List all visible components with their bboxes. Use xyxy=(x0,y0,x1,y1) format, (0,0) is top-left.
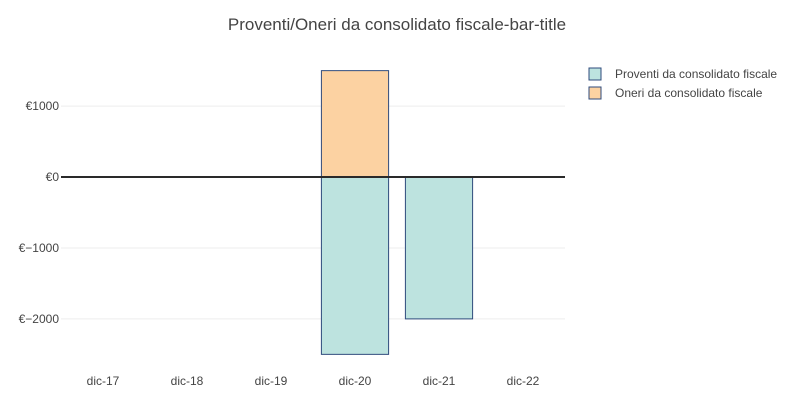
x-tick-label: dic-21 xyxy=(423,374,456,388)
legend-swatch xyxy=(588,67,602,81)
bar-0-4[interactable] xyxy=(404,176,474,320)
legend-item[interactable]: Oneri da consolidato fiscale xyxy=(588,86,763,100)
y-tick-label: €0 xyxy=(46,170,60,184)
x-tick-label: dic-18 xyxy=(171,374,204,388)
y-tick-label: €1000 xyxy=(26,99,60,113)
legend-swatch xyxy=(588,86,602,100)
y-tick-label: €−1000 xyxy=(19,241,60,255)
bars xyxy=(320,70,474,355)
x-axis-ticks: dic-17 dic-18 dic-19 dic-20 dic-21 dic-22 xyxy=(87,374,540,388)
y-axis-ticks: €1000 €0 €−1000 €−2000 xyxy=(19,99,60,326)
legend-label: Oneri da consolidato fiscale xyxy=(615,86,763,100)
legend-label: Proventi da consolidato fiscale xyxy=(615,67,777,81)
x-tick-label: dic-19 xyxy=(255,374,288,388)
grid-lines xyxy=(61,105,565,320)
x-tick-label: dic-20 xyxy=(339,374,372,388)
bar-1-3[interactable] xyxy=(320,70,390,178)
bar-0-3[interactable] xyxy=(320,176,390,355)
legend-item[interactable]: Proventi da consolidato fiscale xyxy=(588,67,777,81)
y-tick-label: €−2000 xyxy=(19,312,60,326)
x-tick-label: dic-22 xyxy=(507,374,540,388)
chart-title: Proventi/Oneri da consolidato fiscale-ba… xyxy=(228,15,566,34)
x-tick-label: dic-17 xyxy=(87,374,120,388)
legend[interactable]: Proventi da consolidato fiscale Oneri da … xyxy=(588,67,777,100)
